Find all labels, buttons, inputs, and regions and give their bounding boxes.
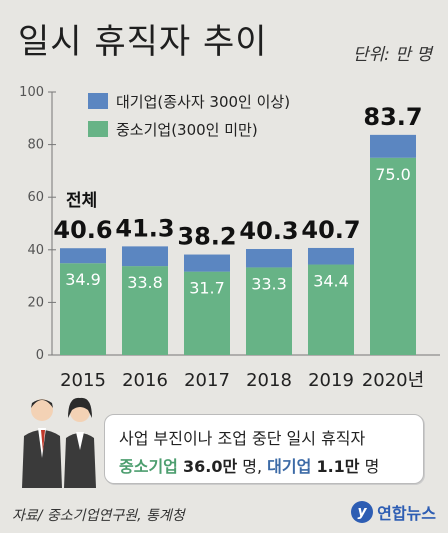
x-tick-label: 2016: [122, 370, 168, 391]
bar-sme: [370, 157, 416, 355]
bars: 34.9 40.6 2015 33.8 41.3 2016 31.7 38.2 2017 33.3…: [53, 103, 424, 391]
legend-swatch-large: [88, 93, 108, 109]
bar-large: [122, 246, 168, 267]
yonhap-logo: y 연합뉴스: [351, 500, 436, 524]
callout-line2: 중소기업 36.0만 명, 대기업 1.1만 명: [119, 453, 379, 477]
sme-value-label: 34.4: [313, 272, 349, 291]
stacked-bar-chart: 0 20 40 60 80 100 대기업(종사자 300인 이상) 중소기업(300인 …: [19, 85, 440, 391]
total-value-label: 40.6: [53, 216, 112, 244]
total-value-label: 40.7: [301, 216, 360, 244]
callout-large-word: 대기업: [267, 457, 312, 476]
callout-large-value: 1.1만: [316, 457, 360, 476]
bar-large: [308, 247, 354, 265]
source-note: 자료/ 중소기업연구원, 통계청: [12, 508, 185, 524]
bar-large: [184, 254, 230, 272]
total-value-label: 40.3: [239, 217, 298, 245]
callout-line1: 사업 부진이나 조업 중단 일시 휴직자: [119, 429, 366, 448]
x-tick-label: 2019: [308, 370, 354, 391]
bar-sme: [246, 267, 292, 355]
man-figure: [22, 399, 62, 488]
callout-sme-value: 36.0만: [182, 457, 238, 476]
woman-figure: [64, 397, 96, 488]
x-tick-label: 2020년: [362, 370, 424, 391]
total-value-label: 83.7: [363, 103, 422, 131]
y-tick-label: 80: [27, 138, 44, 153]
total-value-label: 41.3: [115, 214, 174, 242]
callout-box: 사업 부진이나 조업 중단 일시 휴직자 중소기업 36.0만 명, 대기업 1…: [104, 414, 424, 484]
x-tick-label: 2015: [60, 370, 106, 391]
bar-sme: [308, 264, 354, 355]
callout-end: 명: [359, 457, 380, 476]
logo-mark-icon: y: [351, 501, 374, 523]
logo-text: 연합뉴스: [377, 504, 436, 523]
bar-large: [370, 134, 416, 158]
x-tick-label: 2018: [246, 370, 292, 391]
y-axis: 0 20 40 60 80 100: [19, 85, 440, 363]
callout-sme-word: 중소기업: [119, 457, 178, 476]
sme-value-label: 33.8: [127, 273, 163, 292]
total-caption: 전체: [66, 191, 97, 211]
total-value-label: 38.2: [177, 223, 236, 251]
y-tick-label: 20: [27, 295, 44, 310]
callout-sep: 명,: [237, 457, 268, 476]
sme-value-label: 31.7: [189, 279, 225, 298]
chart-title: 일시 휴직자 추이: [18, 22, 268, 62]
y-tick-label: 0: [36, 348, 44, 363]
y-tick-label: 40: [27, 243, 44, 258]
bar-sme: [122, 266, 168, 355]
workers-illustration: [22, 397, 96, 488]
bar-sme: [184, 271, 230, 355]
bar-large: [60, 248, 106, 264]
bar-large: [246, 249, 292, 268]
legend-swatch-sme: [88, 121, 108, 137]
sme-value-label: 75.0: [375, 165, 411, 184]
bar-sme: [60, 263, 106, 355]
legend: 대기업(종사자 300인 이상) 중소기업(300인 미만): [88, 93, 290, 139]
y-tick-label: 60: [27, 190, 44, 205]
y-tick-label: 100: [19, 85, 44, 100]
legend-label-sme: 중소기업(300인 미만): [116, 121, 258, 139]
sme-value-label: 33.3: [251, 274, 287, 293]
legend-label-large: 대기업(종사자 300인 이상): [116, 93, 290, 111]
x-tick-label: 2017: [184, 370, 230, 391]
sme-value-label: 34.9: [65, 270, 101, 289]
unit-label: 단위: 만 명: [352, 45, 432, 65]
